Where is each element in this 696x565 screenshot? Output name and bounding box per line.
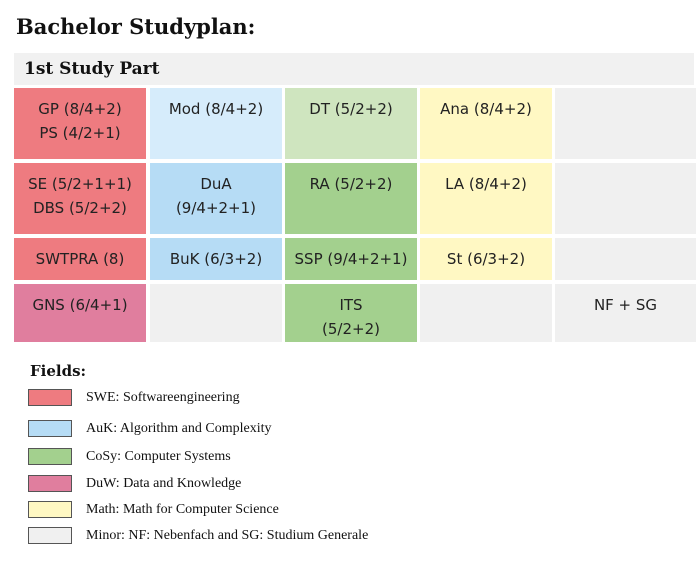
empty-cell — [420, 284, 552, 342]
legend-item: Math: Math for Computer Science — [28, 501, 279, 518]
legend-item: CoSy: Computer Systems — [28, 448, 231, 465]
course-label: SSP (9/4+2+1) — [294, 250, 408, 268]
page-title: Bachelor Studyplan: — [16, 14, 256, 39]
course-cell: GNS (6/4+1) — [14, 284, 146, 342]
course-label: DuA — [200, 175, 232, 193]
course-label: SWTPRA (8) — [35, 250, 125, 268]
course-label: (5/2+2) — [322, 320, 380, 338]
course-label: (9/4+2+1) — [175, 199, 257, 217]
legend-swatch — [28, 448, 72, 465]
course-grid: GP (8/4+2) PS (4/2+1) Mod (8/4+2) DT (5/2+2… — [14, 88, 696, 346]
legend-label: Minor: NF: Nebenfach and SG: Studium Gen… — [86, 527, 369, 543]
legend-swatch — [28, 501, 72, 518]
course-cell: SE (5/2+1+1) DBS (5/2+2) — [14, 163, 146, 234]
course-label: NF + SG — [593, 296, 658, 314]
legend-item: Minor: NF: Nebenfach and SG: Studium Gen… — [28, 527, 368, 544]
legend-label: SWE: Softwareengineering — [86, 389, 240, 405]
legend-label: AuK: Algorithm and Complexity — [86, 420, 272, 436]
legend-item: AuK: Algorithm and Complexity — [28, 420, 272, 437]
course-label: BuK (6/3+2) — [169, 250, 263, 268]
legend-label: DuW: Data and Knowledge — [86, 475, 242, 491]
legend-label: CoSy: Computer Systems — [86, 448, 231, 464]
legend-item: DuW: Data and Knowledge — [28, 475, 241, 492]
course-cell: DT (5/2+2) — [285, 88, 417, 159]
course-cell: DuA (9/4+2+1) — [150, 163, 282, 234]
fields-title: Fields: — [30, 362, 87, 380]
legend-label: Math: Math for Computer Science — [86, 501, 279, 517]
course-label: PS (4/2+1) — [39, 124, 121, 142]
empty-cell — [555, 238, 696, 280]
course-label: ITS — [339, 296, 363, 314]
course-cell: GP (8/4+2) PS (4/2+1) — [14, 88, 146, 159]
course-cell: NF + SG — [555, 284, 696, 342]
course-label: St (6/3+2) — [446, 250, 526, 268]
course-label: GP (8/4+2) — [38, 100, 122, 118]
course-cell: BuK (6/3+2) — [150, 238, 282, 280]
legend-swatch — [28, 475, 72, 492]
course-cell: ITS (5/2+2) — [285, 284, 417, 342]
course-cell: SSP (9/4+2+1) — [285, 238, 417, 280]
course-cell: RA (5/2+2) — [285, 163, 417, 234]
course-cell: Mod (8/4+2) — [150, 88, 282, 159]
legend-swatch — [28, 389, 72, 406]
course-label: RA (5/2+2) — [309, 175, 393, 193]
legend-swatch — [28, 527, 72, 544]
empty-cell — [150, 284, 282, 342]
empty-cell — [555, 88, 696, 159]
course-cell: St (6/3+2) — [420, 238, 552, 280]
course-label: SE (5/2+1+1) — [28, 175, 132, 193]
fields-legend: Fields: SWE: Softwareengineering AuK: Alg… — [14, 346, 454, 565]
course-cell: Ana (8/4+2) — [420, 88, 552, 159]
course-cell: SWTPRA (8) — [14, 238, 146, 280]
course-label: DT (5/2+2) — [309, 100, 393, 118]
legend-swatch — [28, 420, 72, 437]
study-part-title: 1st Study Part — [24, 59, 160, 79]
course-label: GNS (6/4+1) — [32, 296, 128, 314]
course-label: Mod (8/4+2) — [168, 100, 264, 118]
legend-item: SWE: Softwareengineering — [28, 389, 240, 406]
study-part-header: 1st Study Part — [14, 53, 694, 85]
course-label: Ana (8/4+2) — [440, 100, 532, 118]
empty-cell — [555, 163, 696, 234]
course-cell: LA (8/4+2) — [420, 163, 552, 234]
course-label: LA (8/4+2) — [445, 175, 527, 193]
course-label: DBS (5/2+2) — [33, 199, 127, 217]
